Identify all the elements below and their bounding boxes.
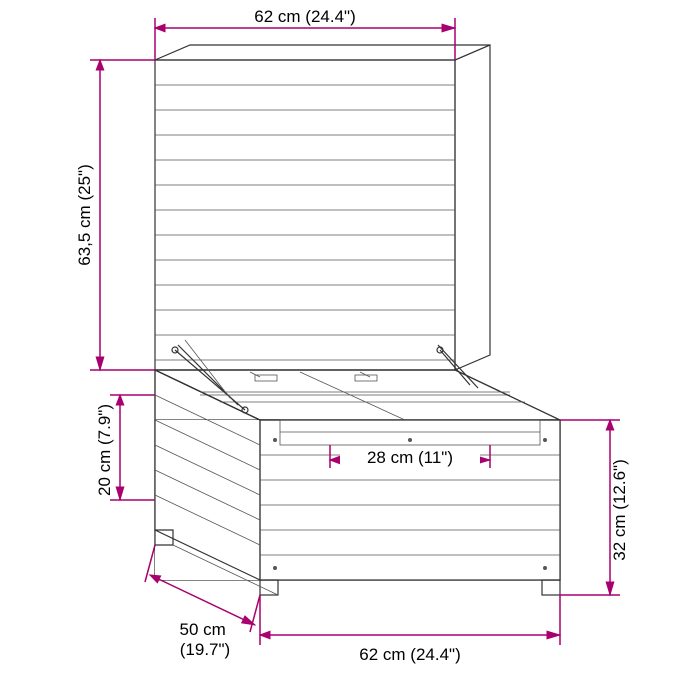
dimension-diagram: 62 cm (24.4") 63,5 cm (25") 20 cm (7.9")… [0,0,700,700]
svg-text:50 cm (19.7"): 50 cm (19.7") [179,620,230,659]
svg-text:63,5 cm (25"): 63,5 cm (25") [75,164,94,266]
dim-back-height-in: (25") [75,164,94,200]
svg-text:32 cm (12.6"): 32 cm (12.6") [610,459,629,560]
dim-top-width: 62 cm (24.4") [155,7,455,60]
dim-top-width-cm: 62 cm [254,7,300,26]
dim-side-height-in: (12.6") [610,459,629,509]
dim-bottom-width-in: (24.4") [410,645,460,664]
dim-bottom-width: 62 cm (24.4") [260,595,560,664]
dim-back-height: 63,5 cm (25") [75,60,155,370]
svg-text:28 cm (11"): 28 cm (11") [367,448,453,467]
dim-depth-in: (19.7") [180,640,230,659]
dim-inner-width-cm: 28 cm [367,448,413,467]
dim-side-height-cm: 32 cm [610,514,629,560]
dim-back-height-cm: 63,5 cm [75,205,94,265]
dim-top-width-in: (24.4") [305,7,355,26]
svg-text:62 cm (24.4"): 62 cm (24.4") [359,645,460,664]
dim-bottom-width-cm: 62 cm [359,645,405,664]
dim-inset-height-cm: 20 cm [95,450,114,496]
dim-inner-width-in: (11") [418,448,453,467]
dim-depth-cm: 50 cm [179,620,225,639]
dim-inset-height-in: (7.9") [95,404,114,445]
dim-side-height: 32 cm (12.6") [560,420,629,595]
dim-inset-height: 20 cm (7.9") [95,395,155,500]
svg-text:62 cm (24.4"): 62 cm (24.4") [254,7,355,26]
svg-text:20 cm (7.9"): 20 cm (7.9") [95,404,114,496]
product-drawing [155,45,560,595]
dim-inner-width: 28 cm (11") [330,445,490,468]
